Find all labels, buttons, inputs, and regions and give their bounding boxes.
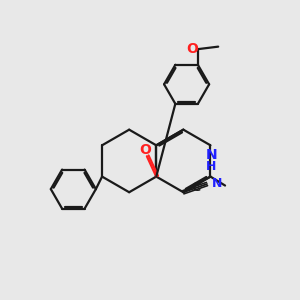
Text: N: N [212,177,222,190]
Text: O: O [186,42,198,56]
Text: H: H [206,160,216,173]
Text: N: N [205,148,217,162]
Text: C: C [191,181,200,194]
Text: O: O [140,143,151,157]
